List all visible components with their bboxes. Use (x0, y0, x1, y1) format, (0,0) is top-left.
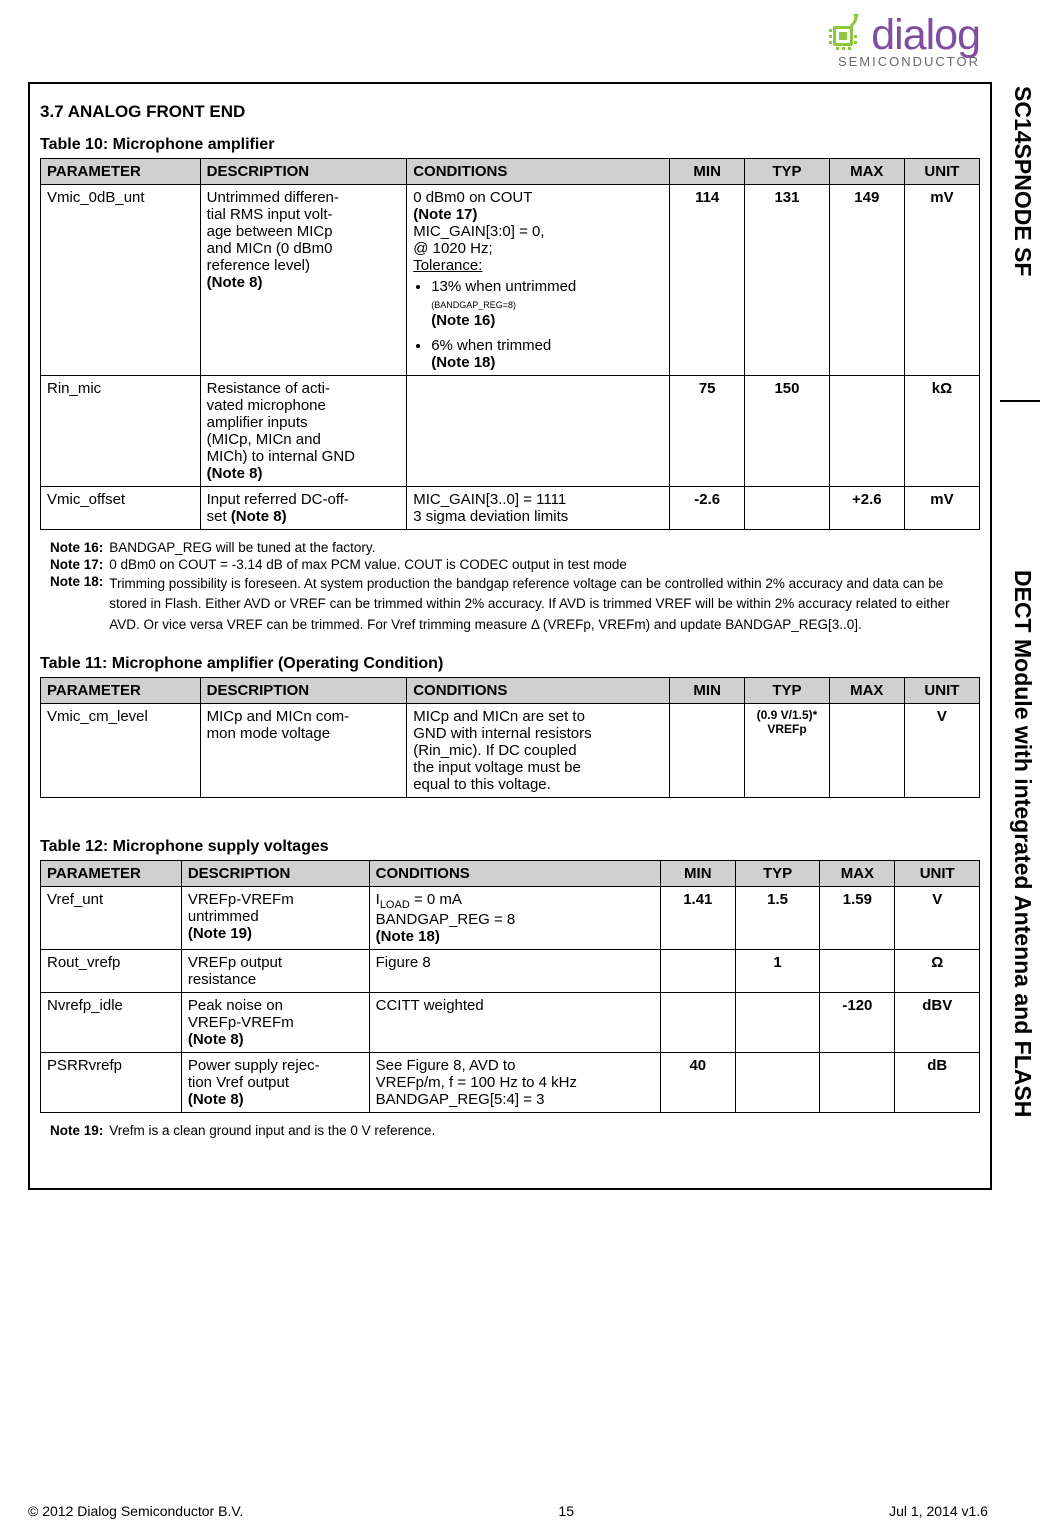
footer-page-number: 15 (558, 1503, 574, 1519)
th-typ: TYP (745, 159, 830, 185)
table11-caption: Table 11: Microphone amplifier (Operatin… (40, 655, 980, 673)
side-label-desc: DECT Module with integrated Antenna and … (1009, 570, 1036, 1117)
table12-caption: Table 12: Microphone supply voltages (40, 838, 980, 856)
table-header-row: PARAMETER DESCRIPTION CONDITIONS MIN TYP… (41, 159, 980, 185)
cell-cond: 0 dBm0 on COUT (Note 17) MIC_GAIN[3:0] =… (407, 185, 670, 376)
cell-desc: Resistance of acti- vated microphone amp… (200, 376, 407, 487)
brand-logo: dialog SEMICONDUCTOR (825, 14, 980, 69)
th-max: MAX (829, 159, 904, 185)
brand-sub: SEMICONDUCTOR (838, 54, 980, 69)
cell-typ: 131 (745, 185, 830, 376)
table-row: Vmic_offset Input referred DC-off- set (… (41, 487, 980, 530)
th-min: MIN (670, 159, 745, 185)
cell-typ (745, 487, 830, 530)
brand-name: dialog (871, 16, 980, 55)
table-header-row: PARAMETER DESCRIPTION CONDITIONS MIN TYP… (41, 677, 980, 703)
table12: PARAMETER DESCRIPTION CONDITIONS MIN TYP… (40, 860, 980, 1113)
table10-caption: Table 10: Microphone amplifier (40, 136, 980, 154)
th-conditions: CONDITIONS (407, 159, 670, 185)
chip-icon (825, 14, 865, 56)
th-description: DESCRIPTION (200, 159, 407, 185)
footer-copyright: © 2012 Dialog Semiconductor B.V. (28, 1503, 243, 1519)
table10: PARAMETER DESCRIPTION CONDITIONS MIN TYP… (40, 158, 980, 530)
cell-cond (407, 376, 670, 487)
content-frame: 3.7 ANALOG FRONT END Table 10: Microphon… (28, 82, 992, 1190)
note-line: Note 19: Vrefm is a clean ground input a… (50, 1123, 980, 1138)
cell-max: 149 (829, 185, 904, 376)
cell-max: +2.6 (829, 487, 904, 530)
cell-min: 114 (670, 185, 745, 376)
table-row: Vref_unt VREFp-VREFm untrimmed (Note 19)… (41, 886, 980, 949)
cell-min: -2.6 (670, 487, 745, 530)
notes-block-12: Note 19: Vrefm is a clean ground input a… (50, 1123, 980, 1138)
page-footer: © 2012 Dialog Semiconductor B.V. 15 Jul … (28, 1503, 988, 1519)
th-parameter: PARAMETER (41, 159, 201, 185)
cell-max (829, 376, 904, 487)
table-row: Vmic_cm_level MICp and MICn com- mon mod… (41, 703, 980, 797)
table-row: Rin_mic Resistance of acti- vated microp… (41, 376, 980, 487)
table-header-row: PARAMETER DESCRIPTION CONDITIONS MIN TYP… (41, 860, 980, 886)
cell-param: Vmic_offset (41, 487, 201, 530)
note-line: Note 16: BANDGAP_REG will be tuned at th… (50, 540, 980, 555)
section-title: 3.7 ANALOG FRONT END (40, 102, 980, 122)
note-line: Note 17: 0 dBm0 on COUT = -3.14 dB of ma… (50, 557, 980, 572)
cell-param: Rin_mic (41, 376, 201, 487)
footer-date-version: Jul 1, 2014 v1.6 (889, 1503, 988, 1519)
table-row: Vmic_0dB_unt Untrimmed differen- tial RM… (41, 185, 980, 376)
table-row: Rout_vrefp VREFp output resistance Figur… (41, 949, 980, 992)
cell-unit: kΩ (904, 376, 979, 487)
cell-param: Vmic_0dB_unt (41, 185, 201, 376)
side-separator (1000, 400, 1040, 402)
table-row: PSRRvrefp Power supply rejec- tion Vref … (41, 1052, 980, 1112)
cell-min: 75 (670, 376, 745, 487)
table-row: Nvrefp_idle Peak noise on VREFp-VREFm (N… (41, 992, 980, 1052)
cell-typ: 150 (745, 376, 830, 487)
cell-unit: mV (904, 185, 979, 376)
th-unit: UNIT (904, 159, 979, 185)
cell-cond: MIC_GAIN[3..0] = 1111 3 sigma deviation … (407, 487, 670, 530)
cell-unit: mV (904, 487, 979, 530)
cell-desc: Untrimmed differen- tial RMS input volt-… (200, 185, 407, 376)
note-line: Note 18: Trimming possibility is foresee… (50, 574, 980, 635)
cell-desc: Input referred DC-off- set (Note 8) (200, 487, 407, 530)
side-label-part: SC14SPNODE SF (1009, 86, 1036, 276)
table11: PARAMETER DESCRIPTION CONDITIONS MIN TYP… (40, 677, 980, 798)
notes-block-10: Note 16: BANDGAP_REG will be tuned at th… (50, 540, 980, 635)
